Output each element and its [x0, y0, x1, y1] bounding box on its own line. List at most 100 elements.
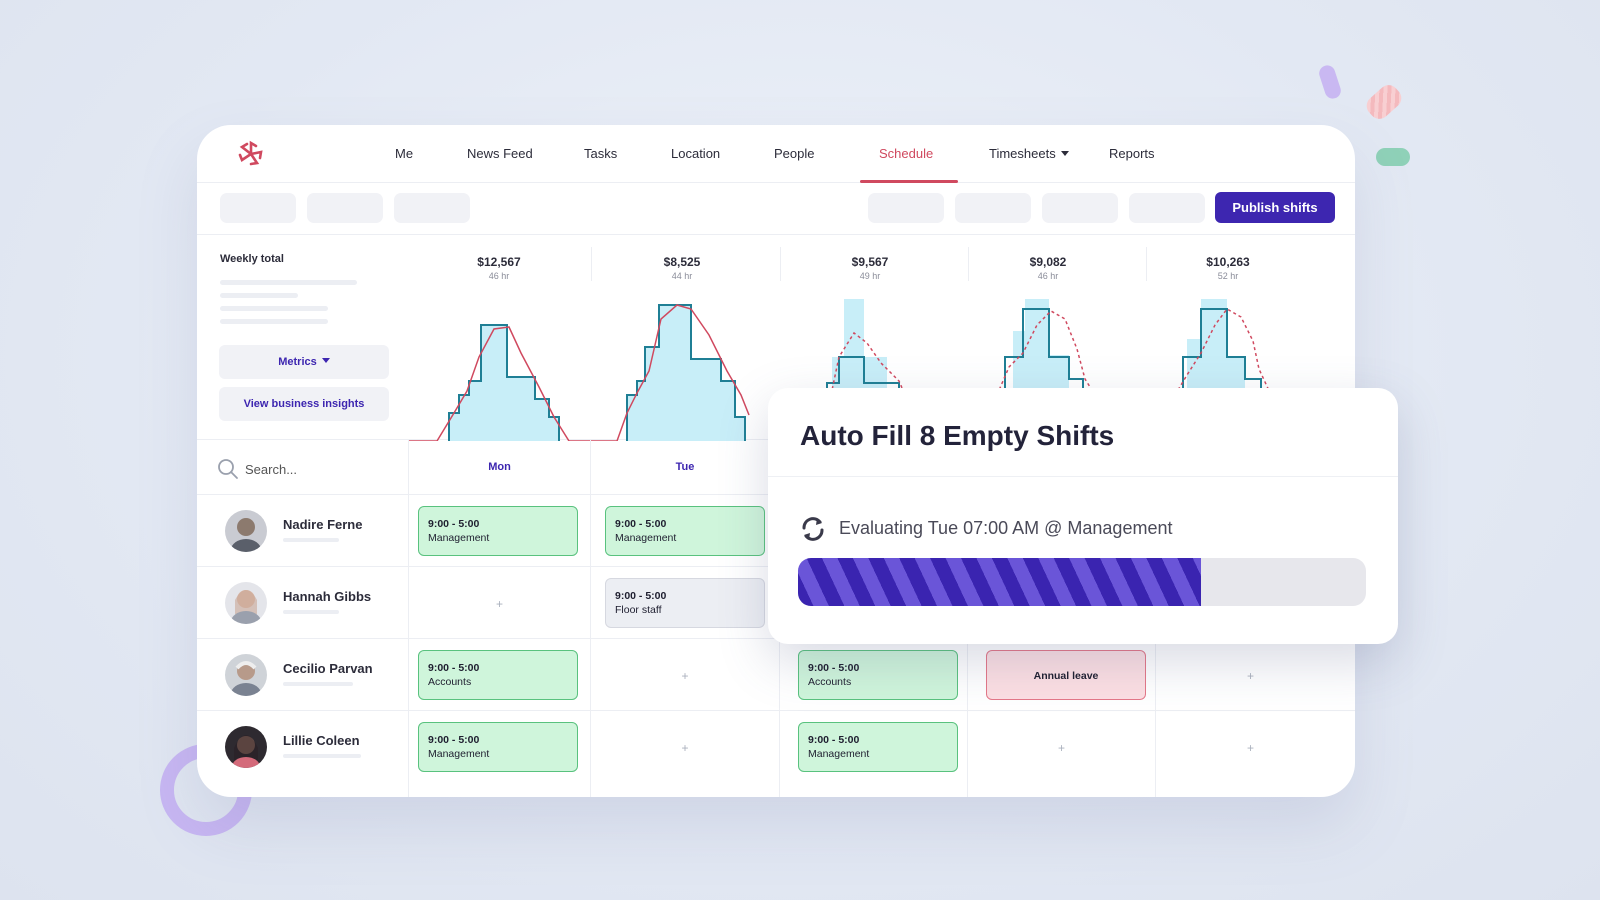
shift-time: 9:00 - 5:00 — [428, 734, 480, 746]
shift-cell[interactable]: 9:00 - 5:00 Accounts — [780, 639, 968, 710]
day-cost: $10,263 — [1206, 255, 1250, 269]
search-icon — [218, 459, 238, 479]
add-shift-button[interactable]: + — [1246, 669, 1254, 683]
nav-item-tasks[interactable]: Tasks — [584, 146, 618, 161]
shift-card[interactable]: 9:00 - 5:00 Management — [418, 722, 578, 772]
placeholder-line — [220, 306, 328, 311]
shift-role: Management — [808, 748, 870, 760]
day-cost: $9,082 — [1029, 255, 1067, 269]
shift-card[interactable]: 9:00 - 5:00 Management — [798, 722, 958, 772]
add-shift-button[interactable]: + — [681, 741, 689, 755]
shift-card[interactable]: 9:00 - 5:00 Accounts — [418, 650, 578, 700]
employee-cell[interactable]: Nadire Ferne — [197, 495, 409, 566]
shift-cell[interactable]: + — [1156, 711, 1355, 797]
schedule-row: Hannah Gibbs + 9:00 - 5:00 Floor staff — [197, 567, 1355, 639]
chart-coverage-fill — [449, 325, 559, 441]
placeholder-line — [283, 682, 353, 686]
placeholder-line — [283, 754, 361, 758]
shift-cell[interactable]: 9:00 - 5:00 Floor staff — [591, 567, 780, 638]
nav-item-timesheets-label: Timesheets — [989, 146, 1056, 161]
toolbar-placeholder-button[interactable] — [1042, 193, 1118, 223]
nav-item-news-feed[interactable]: News Feed — [467, 146, 533, 161]
add-shift-button[interactable]: + — [1057, 741, 1065, 755]
day-hours: 46 hr — [488, 271, 510, 281]
nav-item-timesheets[interactable]: Timesheets — [989, 146, 1069, 161]
sync-icon — [802, 517, 824, 541]
publish-shifts-button[interactable]: Publish shifts — [1215, 192, 1335, 223]
avatar — [225, 510, 267, 552]
employee-cell[interactable]: Hannah Gibbs — [197, 567, 409, 638]
modal-title: Auto Fill 8 Empty Shifts — [800, 420, 1115, 451]
toolbar: Publish shifts — [197, 183, 1355, 235]
shift-cell[interactable]: 9:00 - 5:00 Management — [409, 711, 591, 797]
placeholder-line — [283, 538, 339, 542]
shift-time: 9:00 - 5:00 — [808, 734, 860, 746]
day-header-tue: Tue — [591, 440, 780, 495]
toolbar-placeholder-button[interactable] — [955, 193, 1031, 223]
employee-name: Lillie Coleen — [283, 733, 360, 748]
shift-cell[interactable]: 9:00 - 5:00 Management — [409, 495, 591, 566]
shift-cell[interactable]: + — [409, 567, 591, 638]
toolbar-placeholder-button[interactable] — [220, 193, 296, 223]
chart-coverage-fill — [627, 305, 745, 441]
shift-card[interactable]: 9:00 - 5:00 Accounts — [798, 650, 958, 700]
shift-card[interactable]: 9:00 - 5:00 Floor staff — [605, 578, 765, 628]
employee-cell[interactable]: Cecilio Parvan — [197, 639, 409, 710]
nav-item-people[interactable]: People — [774, 146, 815, 161]
shift-cell[interactable]: Annual leave — [968, 639, 1156, 710]
auto-fill-modal: Auto Fill 8 Empty Shifts Evaluating Tue … — [768, 388, 1398, 644]
nav-item-schedule[interactable]: Schedule — [879, 146, 934, 161]
progress-fill — [798, 558, 1202, 606]
pinwheel-logo-icon[interactable] — [237, 140, 265, 168]
annual-leave-card[interactable]: Annual leave — [986, 650, 1146, 700]
toolbar-placeholder-button[interactable] — [394, 193, 470, 223]
employee-cell[interactable]: Lillie Coleen — [197, 711, 409, 797]
shift-cell[interactable]: + — [591, 639, 780, 710]
shift-time: 9:00 - 5:00 — [428, 662, 480, 674]
shift-card[interactable]: 9:00 - 5:00 Management — [418, 506, 578, 556]
avatar — [225, 726, 267, 768]
nav-item-reports[interactable]: Reports — [1109, 146, 1155, 161]
toolbar-placeholder-button[interactable] — [307, 193, 383, 223]
nav-item-location[interactable]: Location — [671, 146, 721, 161]
chart-scheduled-step — [1182, 308, 1262, 395]
chart-scheduled-step — [626, 304, 746, 441]
add-shift-button[interactable]: + — [1246, 741, 1254, 755]
employee-name: Nadire Ferne — [283, 517, 363, 532]
shift-cell[interactable]: + — [1156, 639, 1355, 710]
shift-cell[interactable]: + — [968, 711, 1156, 797]
add-shift-button[interactable]: + — [495, 597, 503, 611]
chart-forecast-line — [830, 331, 906, 396]
placeholder-line — [220, 280, 357, 285]
shift-cell[interactable]: 9:00 - 5:00 Management — [780, 711, 968, 797]
shift-time: 9:00 - 5:00 — [808, 662, 860, 674]
shift-cell[interactable]: 9:00 - 5:00 Management — [591, 495, 780, 566]
schedule-row: Nadire Ferne 9:00 - 5:00 Management 9:00 … — [197, 495, 1355, 567]
day-cost-summary: $10,263 52 hr — [1168, 255, 1288, 281]
top-navigation: Me News Feed Tasks Location People Sched… — [197, 125, 1355, 183]
placeholder-line — [283, 610, 339, 614]
metrics-dropdown[interactable]: Metrics — [219, 345, 389, 379]
search-input[interactable] — [245, 458, 395, 480]
add-shift-button[interactable]: + — [681, 669, 689, 683]
view-business-insights-button[interactable]: View business insights — [219, 387, 389, 421]
chart-scheduled-step — [1004, 308, 1084, 395]
shift-role: Accounts — [808, 676, 852, 688]
toolbar-placeholder-button[interactable] — [1129, 193, 1205, 223]
shift-cell[interactable]: 9:00 - 5:00 Accounts — [409, 639, 591, 710]
nav-item-me[interactable]: Me — [395, 146, 414, 161]
shift-role: Management — [615, 532, 677, 544]
shift-cell[interactable]: + — [591, 711, 780, 797]
shift-role: Accounts — [428, 676, 472, 688]
employee-name: Cecilio Parvan — [283, 661, 373, 676]
toolbar-placeholder-button[interactable] — [868, 193, 944, 223]
decor-shape — [1376, 148, 1410, 166]
divider — [768, 476, 1398, 477]
day-cost-summary: $8,525 44 hr — [622, 255, 742, 281]
shift-role: Floor staff — [615, 604, 662, 616]
shift-card[interactable]: 9:00 - 5:00 Management — [605, 506, 765, 556]
chart-forecast-line — [996, 310, 1096, 396]
avatar — [225, 582, 267, 624]
autofill-progress-bar — [798, 558, 1366, 606]
divider — [1146, 247, 1147, 281]
